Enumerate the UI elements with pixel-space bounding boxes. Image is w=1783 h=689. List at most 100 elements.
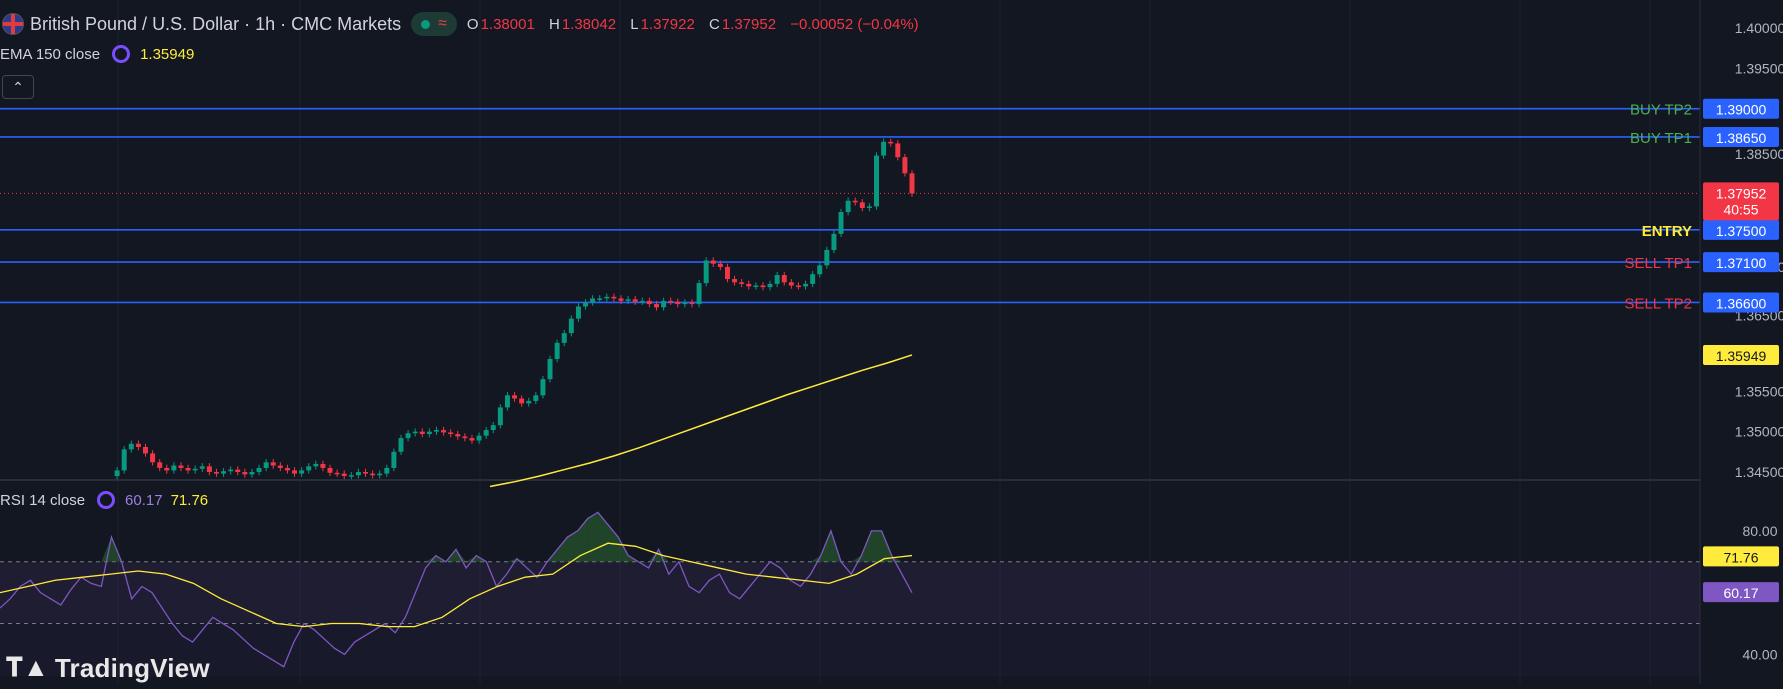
- candle-body: [377, 473, 383, 476]
- candle-body: [135, 443, 141, 447]
- candle-body: [426, 431, 432, 435]
- symbol-title[interactable]: British Pound / U.S. Dollar · 1h · CMC M…: [30, 13, 402, 34]
- candles-layer: [114, 138, 915, 480]
- price-tick-label: 1.35500: [1735, 383, 1783, 399]
- rsi-overbought-fill: [456, 549, 467, 562]
- candle-body: [270, 462, 276, 466]
- candle-body: [668, 300, 674, 303]
- candle-body: [121, 449, 127, 471]
- candle-body: [639, 300, 645, 303]
- price-tick-label: 1.35000: [1735, 424, 1783, 440]
- level-name-label: BUY TP1: [1630, 130, 1692, 147]
- collapse-legend-button[interactable]: ⌃: [2, 75, 34, 99]
- candle-body: [710, 260, 716, 264]
- symbol-header: British Pound / U.S. Dollar · 1h · CMC M…: [0, 10, 929, 38]
- high-value: 1.38042: [561, 15, 617, 33]
- level-name-label: SELL TP1: [1624, 255, 1692, 272]
- indicator-sync-icon[interactable]: [112, 45, 131, 63]
- low-label: L: [630, 15, 639, 33]
- candle-body: [299, 470, 305, 474]
- level-price-badge-text: 1.39000: [1716, 102, 1767, 118]
- candle-body: [767, 283, 773, 288]
- candle-body: [150, 453, 156, 463]
- rsi-overbought-fill: [101, 537, 112, 562]
- ema-legend[interactable]: EMA 150 close 1.35949: [0, 45, 194, 63]
- ema-value: 1.35949: [140, 45, 195, 63]
- candle-body: [724, 266, 730, 280]
- candle-body: [199, 466, 205, 469]
- chevron-up-icon: ⌃: [12, 78, 24, 95]
- candle-body: [412, 431, 418, 434]
- rsi-label[interactable]: RSI 14 close: [0, 491, 86, 509]
- candle-body: [334, 472, 340, 475]
- ema-label[interactable]: EMA 150 close: [0, 45, 101, 63]
- candle-body: [533, 395, 539, 401]
- candle-body: [909, 173, 915, 194]
- level-name-label: SELL TP2: [1624, 295, 1692, 312]
- rsi-layer: [0, 511, 913, 668]
- candle-body: [632, 299, 638, 302]
- high-label: H: [548, 15, 560, 33]
- candle-body: [355, 472, 361, 476]
- candle-body: [249, 472, 255, 475]
- candle-body: [675, 301, 681, 305]
- candle-body: [441, 430, 447, 433]
- gbp-usd-flag-icon: [2, 13, 24, 35]
- candle-body: [845, 200, 851, 213]
- rsi-ma-value: 71.76: [170, 491, 209, 509]
- candle-body: [625, 299, 631, 301]
- current-price-badge-bg: [1703, 182, 1779, 221]
- candle-body: [483, 430, 489, 436]
- level-price-badge-bg: [1703, 219, 1779, 240]
- candle-body: [327, 467, 333, 473]
- candle-body: [497, 407, 503, 426]
- candle-body: [320, 463, 326, 468]
- price-tick-label: 1.39500: [1735, 60, 1783, 76]
- market-status[interactable]: ≈: [411, 12, 457, 36]
- candle-body: [753, 285, 759, 288]
- rsi-ma-badge: 71.76: [1703, 546, 1779, 567]
- candle-body: [881, 141, 887, 156]
- candle-body: [462, 436, 468, 439]
- price-levels: BUY TP2 BUY TP1 ENTRY SELL TP1 SELL TP2: [0, 102, 1700, 312]
- candle-body: [568, 318, 574, 334]
- rsi-value-badge-bg: [1703, 582, 1779, 603]
- tradingview-logo[interactable]: 𝐓▲ TradingView: [6, 652, 210, 684]
- candle-body: [292, 470, 298, 474]
- level-price-badge-bg: [1703, 252, 1779, 273]
- delayed-data-icon: ≈: [438, 15, 447, 32]
- candle-body: [206, 466, 212, 472]
- level-price-badge-text: 1.37500: [1716, 223, 1767, 239]
- candle-body: [512, 395, 518, 399]
- price-tick-label: 1.40000: [1735, 20, 1783, 36]
- candle-body: [306, 466, 312, 471]
- rsi-band: [0, 561, 1700, 676]
- change-value: −0.00052 (−0.04%): [790, 15, 919, 33]
- candle-body: [164, 467, 170, 471]
- candle-body: [661, 300, 667, 308]
- ema-layer: [489, 354, 913, 488]
- level-price-badge-text: 1.37100: [1716, 255, 1767, 271]
- rsi-overbought-fill: [577, 518, 588, 562]
- candle-body: [717, 263, 723, 267]
- indicator-sync-icon[interactable]: [97, 491, 116, 509]
- rsi-tick-label: 80.00: [1742, 523, 1777, 539]
- rsi-line: [0, 511, 913, 668]
- open-value: 1.38001: [480, 15, 535, 33]
- candle-body: [866, 206, 872, 209]
- ohlc-readout: O 1.38001 H 1.38042 L 1.37922 C 1.37952 −0.0…: [467, 16, 929, 33]
- level-price-badge-text: 1.36600: [1716, 295, 1767, 311]
- ema-price-badge-bg: [1703, 345, 1779, 366]
- candle-body: [504, 395, 510, 408]
- rsi-overbought-fill: [557, 537, 568, 562]
- ema-price-badge: 1.35949: [1703, 345, 1779, 366]
- rsi-legend[interactable]: RSI 14 close 60.17 71.76: [0, 491, 208, 509]
- rsi-ma-badge-bg: [1703, 546, 1779, 567]
- candle-body: [341, 473, 347, 477]
- candle-body: [803, 283, 809, 287]
- candle-body: [859, 202, 865, 209]
